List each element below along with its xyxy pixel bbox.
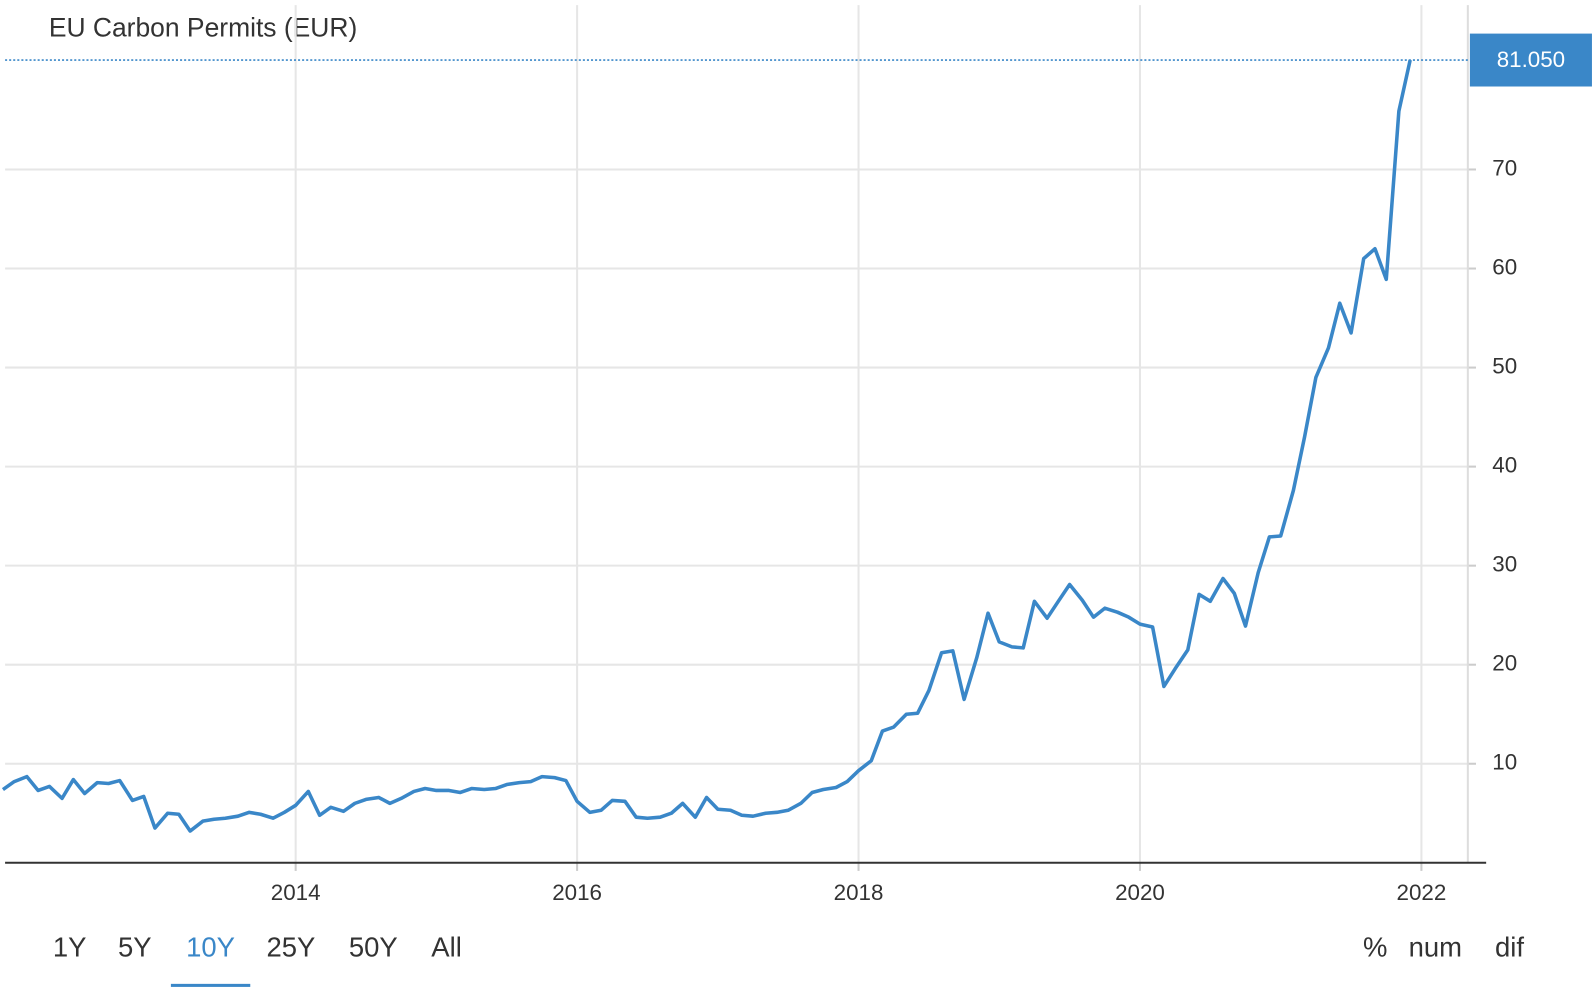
mode-button[interactable]: % [1363, 932, 1387, 963]
x-tick-label: 2022 [1397, 880, 1447, 905]
y-tick-label: 20 [1492, 651, 1517, 676]
range-button[interactable]: 25Y [267, 932, 316, 963]
range-button[interactable]: 10Y [186, 932, 235, 963]
mode-button[interactable]: num [1409, 932, 1462, 963]
y-tick-label: 60 [1492, 254, 1517, 279]
price-line [1, 59, 1412, 833]
range-button[interactable]: 1Y [53, 932, 87, 963]
mode-button[interactable]: dif [1495, 932, 1524, 963]
x-tick-label: 2014 [271, 880, 321, 905]
range-button[interactable]: 5Y [118, 932, 152, 963]
y-tick-label: 10 [1492, 750, 1517, 775]
x-tick-label: 2018 [834, 880, 884, 905]
y-tick-label: 50 [1492, 353, 1517, 378]
chart-title: EU Carbon Permits (EUR) [49, 12, 357, 42]
last-value-label: 81.050 [1497, 47, 1565, 72]
range-button[interactable]: All [431, 932, 462, 963]
y-tick-label: 70 [1492, 155, 1517, 180]
range-button[interactable]: 50Y [349, 932, 398, 963]
active-underline [170, 983, 251, 987]
last-value-box [1469, 33, 1592, 87]
x-tick-label: 2020 [1115, 880, 1165, 905]
y-tick-label: 40 [1492, 453, 1517, 478]
x-tick-label: 2016 [552, 880, 602, 905]
y-tick-label: 30 [1492, 552, 1517, 577]
